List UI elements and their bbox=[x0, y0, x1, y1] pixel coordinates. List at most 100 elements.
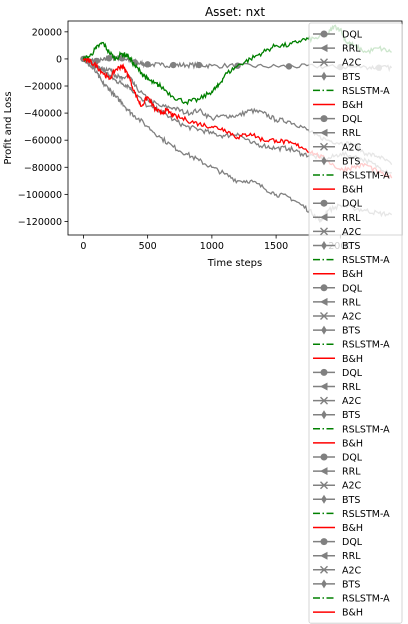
circle-marker-icon bbox=[320, 284, 328, 292]
legend-label: B&H bbox=[342, 185, 363, 196]
y-tick-label: −80000 bbox=[24, 163, 62, 174]
legend-label: DQL bbox=[342, 283, 363, 294]
legend-entry: B&H bbox=[313, 354, 363, 365]
circle-marker-icon bbox=[320, 199, 328, 207]
series-point-dql bbox=[144, 61, 151, 68]
diamond-marker-icon bbox=[321, 325, 327, 335]
legend-entry: A2C bbox=[313, 312, 362, 323]
legend-label: BTS bbox=[342, 156, 360, 167]
legend-label: BTS bbox=[342, 410, 360, 421]
series-point-dql bbox=[195, 61, 203, 69]
legend-label: RRL bbox=[342, 467, 361, 478]
series-point-dql bbox=[170, 61, 177, 69]
diamond-marker-icon bbox=[321, 579, 327, 589]
x-tick-label: 500 bbox=[139, 241, 157, 252]
triangle-marker-icon bbox=[320, 297, 328, 306]
legend-entry: RRL bbox=[313, 213, 361, 224]
legend-entry: A2C bbox=[313, 565, 362, 576]
legend-label: DQL bbox=[342, 199, 363, 210]
circle-marker-icon bbox=[320, 453, 328, 461]
legend-entry: A2C bbox=[313, 227, 362, 238]
legend-entry: A2C bbox=[313, 481, 362, 492]
legend-entry: RRL bbox=[313, 467, 361, 478]
legend: DQL RRL A2C BTS RSLSTM-A B&H DQL RRL A2C BTS RSLST… bbox=[308, 22, 403, 624]
legend-label: RSLSTM-A bbox=[342, 594, 390, 605]
legend-entry: BTS bbox=[313, 156, 360, 167]
legend-label: A2C bbox=[342, 312, 362, 323]
diamond-marker-icon bbox=[321, 156, 327, 166]
x-tick-label: 1500 bbox=[264, 241, 288, 252]
y-tick-label: −120000 bbox=[18, 217, 62, 228]
legend-entry: DQL bbox=[313, 283, 363, 294]
legend-entry: DQL bbox=[313, 453, 363, 464]
legend-label: A2C bbox=[342, 142, 362, 153]
legend-entry: BTS bbox=[313, 579, 360, 590]
x-marker-icon bbox=[320, 481, 328, 490]
legend-label: BTS bbox=[342, 326, 360, 337]
diamond-marker-icon bbox=[321, 241, 327, 250]
legend-entry: B&H bbox=[313, 438, 363, 449]
legend-label: RSLSTM-A bbox=[342, 255, 390, 266]
legend-label: RRL bbox=[342, 297, 361, 308]
circle-marker-icon bbox=[320, 368, 328, 376]
legend-label: BTS bbox=[342, 241, 360, 252]
legend-label: B&H bbox=[342, 100, 363, 111]
legend-entry: A2C bbox=[313, 396, 362, 407]
legend-entry: B&H bbox=[313, 269, 363, 280]
legend-label: RRL bbox=[342, 128, 361, 139]
legend-entry: B&H bbox=[313, 100, 363, 111]
legend-entry: BTS bbox=[313, 71, 360, 83]
legend-label: B&H bbox=[342, 608, 363, 619]
y-tick-label: −40000 bbox=[24, 109, 62, 120]
legend-label: BTS bbox=[342, 72, 360, 83]
series-point-dql bbox=[285, 63, 293, 70]
legend-entry: RRL bbox=[313, 297, 361, 308]
legend-label: A2C bbox=[342, 396, 362, 407]
y-axis: 20000 0 −20000 −40000 −60000 −80000 −100000 −12… bbox=[18, 27, 68, 228]
circle-marker-icon bbox=[320, 538, 328, 546]
legend-entry: RSLSTM-A bbox=[313, 594, 390, 605]
x-axis-label: Time steps bbox=[207, 258, 263, 269]
legend-entry: BTS bbox=[313, 494, 360, 506]
triangle-marker-icon bbox=[320, 382, 328, 391]
legend-entry: DQL bbox=[313, 114, 363, 125]
legend-entry: B&H bbox=[313, 608, 363, 619]
legend-label: A2C bbox=[342, 227, 362, 238]
legend-entry: BTS bbox=[313, 410, 360, 421]
x-marker-icon bbox=[320, 565, 328, 574]
legend-label: RSLSTM-A bbox=[342, 171, 390, 182]
legend-label: A2C bbox=[342, 58, 362, 69]
triangle-marker-icon bbox=[320, 128, 328, 137]
y-axis-label: Profit and Loss bbox=[3, 91, 14, 164]
triangle-marker-icon bbox=[320, 467, 328, 476]
legend-label: RSLSTM-A bbox=[342, 86, 390, 97]
legend-entry: RRL bbox=[313, 382, 361, 393]
diamond-marker-icon bbox=[321, 71, 327, 81]
legend-label: DQL bbox=[342, 30, 363, 41]
x-tick-label: 0 bbox=[80, 241, 86, 252]
series-point-dql bbox=[105, 55, 113, 62]
legend-entry: RSLSTM-A bbox=[313, 255, 390, 266]
legend-label: DQL bbox=[342, 537, 363, 548]
legend-label: RSLSTM-A bbox=[342, 509, 390, 520]
legend-box bbox=[308, 22, 403, 624]
legend-label: RSLSTM-A bbox=[342, 340, 390, 351]
legend-label: A2C bbox=[342, 565, 362, 576]
legend-entry: BTS bbox=[313, 241, 360, 252]
x-tick-label: 1000 bbox=[200, 241, 224, 252]
y-tick-label: 20000 bbox=[32, 27, 62, 38]
legend-entry: B&H bbox=[313, 185, 363, 196]
legend-label: DQL bbox=[342, 453, 363, 464]
y-tick-label: −20000 bbox=[24, 82, 62, 93]
legend-label: B&H bbox=[342, 438, 363, 449]
legend-entry: RSLSTM-A bbox=[313, 340, 390, 351]
legend-label: BTS bbox=[342, 579, 360, 590]
legend-entry: A2C bbox=[313, 58, 362, 69]
x-marker-icon bbox=[320, 227, 328, 236]
x-marker-icon bbox=[320, 312, 328, 320]
legend-label: B&H bbox=[342, 523, 363, 534]
y-tick-label: −60000 bbox=[24, 136, 62, 147]
circle-marker-icon bbox=[320, 115, 328, 123]
legend-entry: DQL bbox=[313, 199, 363, 210]
